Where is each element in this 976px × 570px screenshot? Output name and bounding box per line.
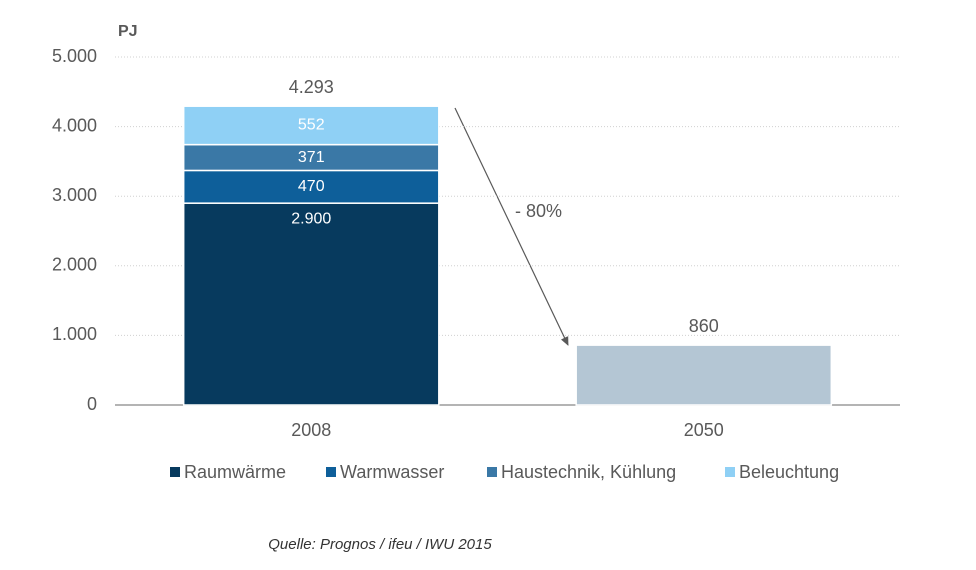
legend-label: Haustechnik, Kühlung bbox=[501, 462, 676, 482]
bar-segment bbox=[182, 105, 440, 146]
x-tick-label: 2050 bbox=[684, 420, 724, 440]
bar-segment bbox=[182, 169, 440, 204]
legend-swatch bbox=[326, 467, 336, 477]
annotation: - 80% bbox=[515, 201, 562, 221]
y-tick-label: 4.000 bbox=[52, 115, 97, 135]
legend-swatch bbox=[170, 467, 180, 477]
legend-label: Warmwasser bbox=[340, 462, 444, 482]
legend-label: Raumwärme bbox=[184, 462, 286, 482]
bar bbox=[575, 344, 833, 406]
legend-label: Beleuchtung bbox=[739, 462, 839, 482]
value-label: 2.900 bbox=[291, 210, 331, 227]
legend-swatch bbox=[487, 467, 497, 477]
legend-swatch bbox=[725, 467, 735, 477]
y-tick-label: 2.000 bbox=[52, 255, 97, 275]
y-tick-label: 3.000 bbox=[52, 185, 97, 205]
value-label: 371 bbox=[298, 149, 325, 166]
value-label: 552 bbox=[298, 117, 325, 134]
arrow bbox=[454, 107, 569, 346]
y-axis-label: PJ bbox=[118, 23, 138, 40]
total-label: 860 bbox=[689, 316, 719, 336]
total-label: 4.293 bbox=[289, 77, 334, 97]
x-tick-label: 2008 bbox=[291, 420, 331, 440]
y-tick-label: 0 bbox=[87, 394, 97, 414]
value-label: 470 bbox=[298, 178, 325, 195]
bar-segment bbox=[182, 202, 440, 406]
source: Quelle: Prognos / ifeu / IWU 2015 bbox=[268, 536, 492, 553]
y-tick-label: 1.000 bbox=[52, 324, 97, 344]
y-tick-label: 5.000 bbox=[52, 46, 97, 66]
